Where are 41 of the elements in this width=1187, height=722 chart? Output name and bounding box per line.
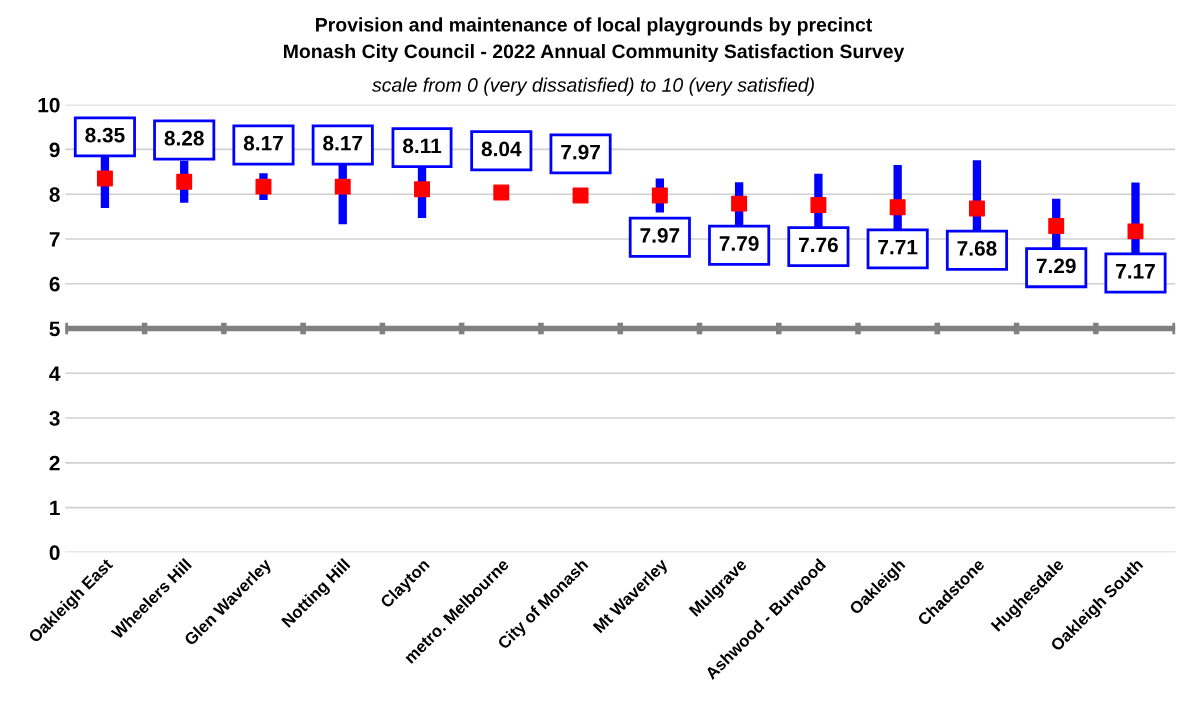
point xyxy=(810,196,827,213)
y-tick-label: 6 xyxy=(49,276,60,292)
data-label: 7.29 xyxy=(1036,258,1076,274)
y-tick-label: 3 xyxy=(49,411,60,426)
data-label: 7.97 xyxy=(640,228,680,243)
data-label: 8.04 xyxy=(481,141,522,157)
data-label: 7.76 xyxy=(799,237,838,253)
y-tick-label: 9 xyxy=(49,142,60,158)
point xyxy=(334,178,351,195)
y-tick-label: 5 xyxy=(49,321,60,337)
point xyxy=(651,187,668,204)
data-label: 8.28 xyxy=(164,130,204,146)
point xyxy=(572,187,589,204)
y-tick-label: 10 xyxy=(38,97,60,113)
point xyxy=(96,170,113,187)
data-label: 7.79 xyxy=(719,236,759,251)
y-tick-label: 8 xyxy=(49,187,60,202)
point xyxy=(493,184,510,201)
y-tick-label: 1 xyxy=(50,500,60,516)
data-label: 7.71 xyxy=(878,239,918,255)
y-tick-label: 0 xyxy=(49,545,60,561)
chart-title: Provision and maintenance of local playgrounds by precinct Monash City Council - 2022 Annual Community Satisfaction Survey xyxy=(284,17,905,63)
data-label: 7.68 xyxy=(957,241,997,256)
data-label: 8.11 xyxy=(402,138,442,154)
data-label: 8.17 xyxy=(323,135,363,151)
data-label: 7.17 xyxy=(1116,264,1155,279)
point xyxy=(968,200,985,217)
data-label: 7.97 xyxy=(561,144,600,160)
point xyxy=(731,195,748,212)
point xyxy=(414,181,430,198)
y-tick-label: 2 xyxy=(49,455,60,471)
point xyxy=(255,178,272,195)
y-tick-label: 7 xyxy=(49,232,60,247)
chart-subtitle: scale from 0 (very dissatisfied) to 10 (very satisfied) xyxy=(372,77,814,96)
point xyxy=(1048,218,1065,234)
y-tick-label: 4 xyxy=(49,366,61,381)
point xyxy=(1127,223,1144,240)
data-label: 8.35 xyxy=(85,127,125,143)
point xyxy=(889,199,906,216)
data-label: 8.17 xyxy=(243,135,283,151)
point xyxy=(176,173,193,190)
